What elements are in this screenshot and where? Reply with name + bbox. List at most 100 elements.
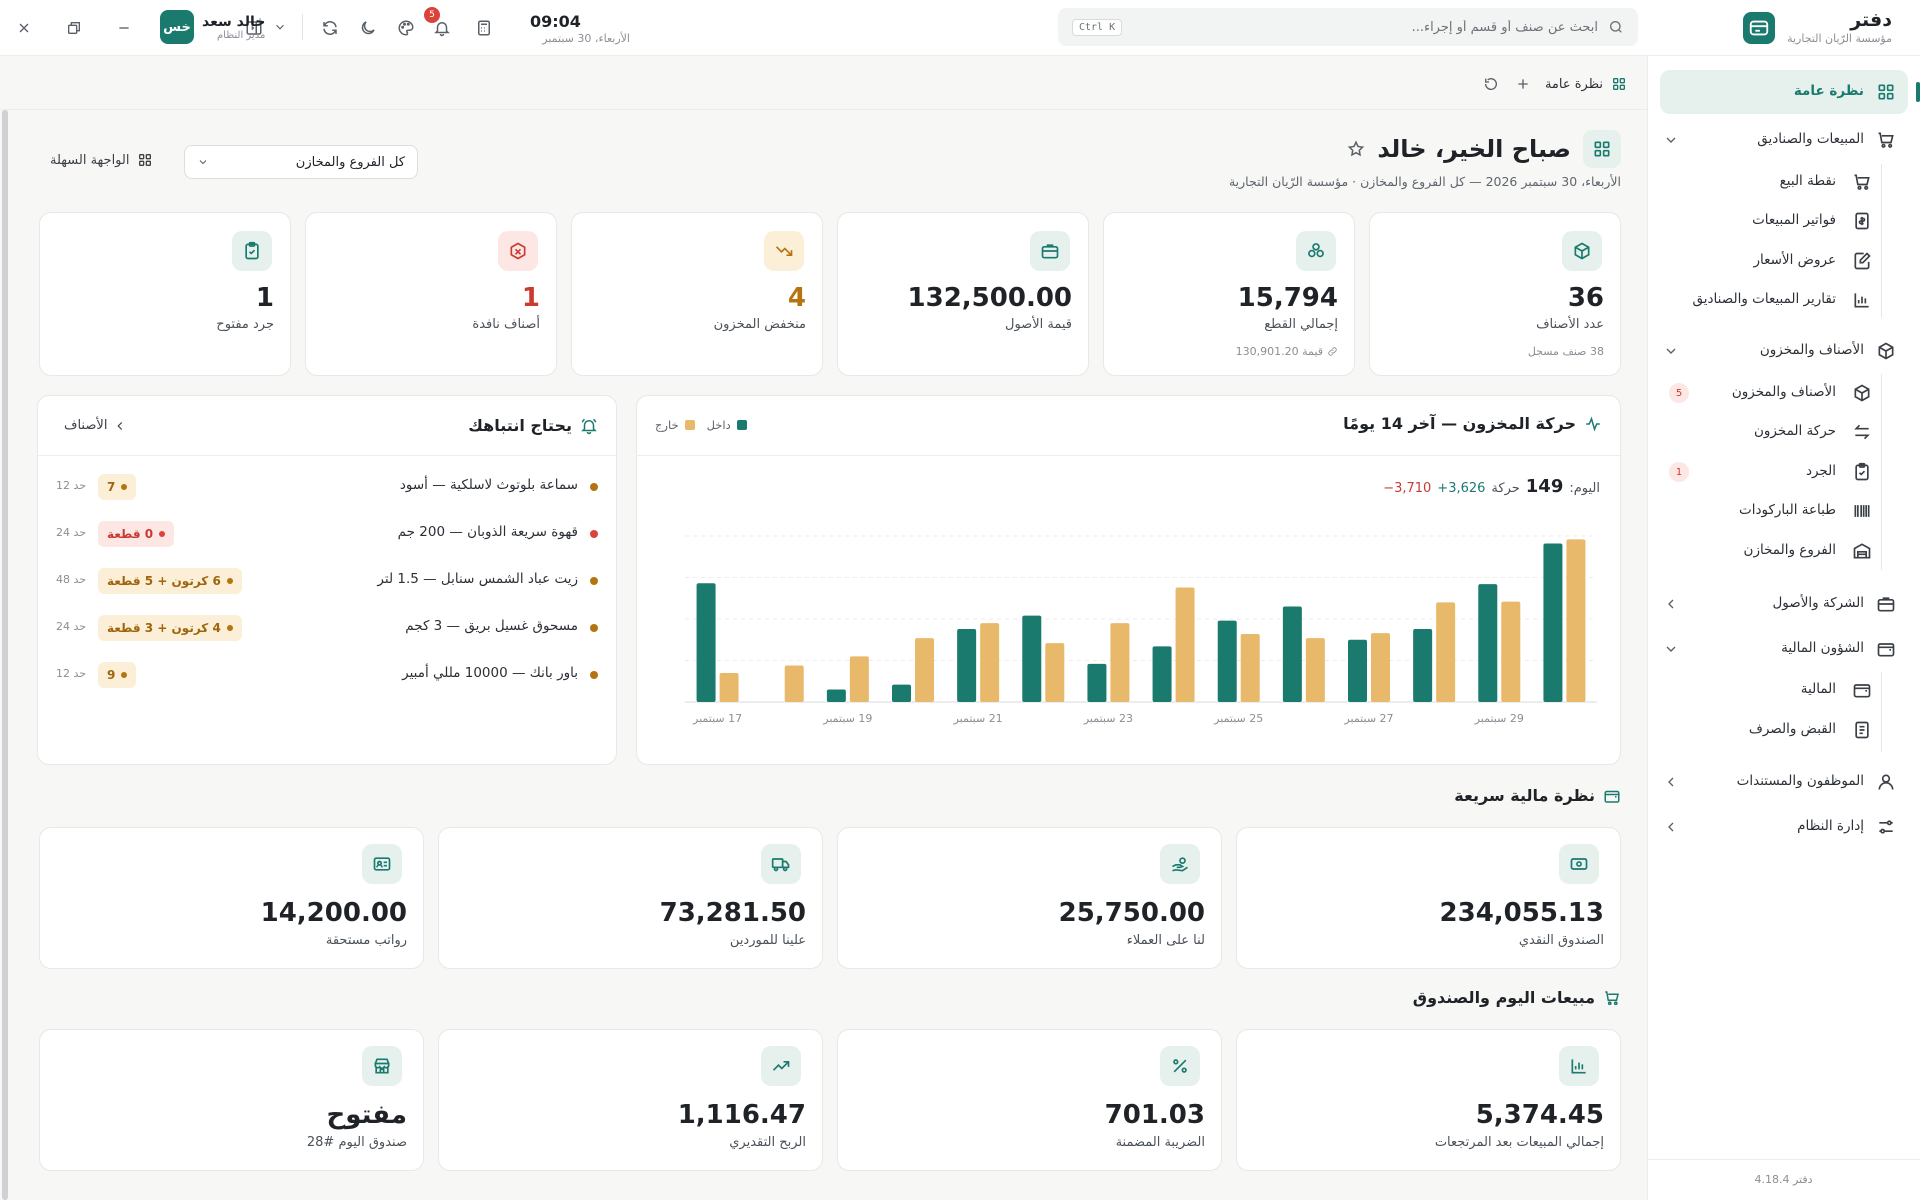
minimize-icon[interactable] — [108, 12, 140, 44]
sidebar-group-inventory[interactable]: الأصناف والمخزون — [1647, 333, 1920, 369]
sidebar-group-sales[interactable]: المبيعات والصناديق — [1647, 122, 1920, 158]
branch-select[interactable]: كل الفروع والمخازن — [184, 145, 418, 179]
sidebar-group-employees[interactable]: الموظفون والمستندات — [1647, 764, 1920, 800]
sidebar-item-label: الفروع والمخازن — [1743, 542, 1836, 558]
dark-mode-moon-icon[interactable] — [352, 12, 384, 44]
sidebar-item-label: حركة المخزون — [1753, 423, 1836, 439]
x-tick-label: 29 سبتمبر — [1474, 712, 1524, 725]
sidebar-item-quotes[interactable]: عروض الأسعار — [1647, 243, 1920, 279]
easy-ui-button[interactable]: الواجهة السهلة — [50, 152, 153, 168]
attention-item[interactable]: سماعة بلوتوث لاسلكية — أسود 7 حد 12 — [38, 464, 616, 510]
kpi-card-low-stock[interactable]: 4 منخفض المخزون — [571, 212, 823, 376]
palette-icon[interactable] — [390, 12, 422, 44]
attention-items-link[interactable]: الأصناف — [64, 418, 127, 433]
tab-overview[interactable]: نظرة عامة — [1537, 70, 1635, 98]
sales-card-net-sales[interactable]: 5,374.45 إجمالي المبيعات بعد المرتجعات — [1236, 1029, 1621, 1171]
sidebar-item-barcodes[interactable]: طباعة الباركودات — [1647, 493, 1920, 529]
finance-card-cash-box[interactable]: 234,055.13 الصندوق النقدي — [1236, 827, 1621, 969]
sidebar-item-branches[interactable]: الفروع والمخازن — [1647, 533, 1920, 569]
bar-in[interactable] — [957, 628, 977, 702]
briefcase-icon — [1877, 597, 1895, 612]
close-window-icon[interactable] — [8, 12, 40, 44]
sidebar-item-sales-invoices[interactable]: فواتير المبيعات — [1647, 203, 1920, 239]
sidebar-item-stocktake[interactable]: الجرد 1 — [1647, 454, 1920, 490]
bar-out[interactable] — [980, 623, 1000, 702]
calculator-icon[interactable] — [468, 12, 500, 44]
bar-in[interactable] — [1282, 606, 1302, 702]
sidebar-group-admin[interactable]: إدارة النظام — [1647, 809, 1920, 845]
sidebar-item-overview[interactable]: نظرة عامة — [1647, 74, 1920, 110]
sidebar-group-company-assets[interactable]: الشركة والأصول — [1647, 586, 1920, 622]
sidebar-item-stock-moves[interactable]: حركة المخزون — [1647, 414, 1920, 450]
star-icon[interactable] — [1347, 140, 1365, 158]
sidebar-item-pos[interactable]: نقطة البيع — [1647, 164, 1920, 200]
bar-out[interactable] — [915, 638, 934, 702]
attention-item[interactable]: قهوة سريعة الذوبان — 200 جم 0 قطعة حد 24 — [38, 511, 616, 557]
attention-item[interactable]: زيت عباد الشمس سنابل — 1.5 لتر 6 كرتون + … — [38, 558, 616, 604]
reload-icon[interactable] — [1475, 68, 1507, 100]
sidebar-item-items[interactable]: الأصناف والمخزون 5 — [1647, 375, 1920, 411]
sidebar-toggle-icon[interactable] — [238, 12, 270, 44]
sidebar-item-finance[interactable]: المالية — [1647, 672, 1920, 708]
bar-in[interactable] — [696, 583, 716, 702]
scrollbar-thumb[interactable] — [2, 110, 8, 1200]
bar-in[interactable] — [1217, 620, 1237, 702]
bar-in[interactable] — [1022, 615, 1042, 702]
attention-item[interactable]: باور بانك — 10000 مللي أمبير 9 حد 12 — [38, 652, 616, 698]
bar-in[interactable] — [1543, 543, 1563, 702]
bar-out[interactable] — [1240, 633, 1260, 702]
sales-card-profit[interactable]: 1,116.47 الربح التقديري — [438, 1029, 823, 1171]
sidebar-item-receipts[interactable]: القبض والصرف — [1647, 712, 1920, 748]
notifications-bell-icon[interactable]: 5 — [424, 7, 458, 44]
bar-in[interactable] — [1348, 639, 1367, 702]
bar-out[interactable] — [1305, 638, 1325, 702]
sales-card-cash-box-status[interactable]: مفتوح صندوق اليوم #28 — [39, 1029, 424, 1171]
finance-card-salaries[interactable]: 14,200.00 رواتب مستحقة — [39, 827, 424, 969]
attention-item-name: سماعة بلوتوث لاسلكية — أسود — [399, 477, 578, 493]
store-icon — [362, 1046, 402, 1086]
kpi-card-open-stocktake[interactable]: 1 جرد مفتوح — [39, 212, 291, 376]
trending-up-icon — [761, 1046, 801, 1086]
bar-out[interactable] — [849, 656, 869, 702]
restore-window-icon[interactable] — [58, 12, 90, 44]
brand[interactable]: دفتر مؤسسة الرّيان التجارية — [1743, 10, 1892, 45]
search-bar[interactable]: Ctrl K — [1058, 8, 1638, 46]
bar-out[interactable] — [1566, 539, 1586, 702]
user-menu[interactable]: خالد سعد مدير النظام خس — [160, 10, 287, 44]
bar-out[interactable] — [719, 672, 739, 702]
sidebar-item-sales-reports[interactable]: تقارير المبيعات والصناديق — [1647, 282, 1920, 318]
finance-card-receivables[interactable]: 25,750.00 لنا على العملاء — [837, 827, 1222, 969]
bar-out[interactable] — [1175, 587, 1195, 702]
finance-card-payables[interactable]: 73,281.50 علينا للموردين — [438, 827, 823, 969]
bar-out[interactable] — [1501, 601, 1521, 702]
stock-qty-badge: 0 قطعة — [98, 521, 175, 547]
attention-item[interactable]: مسحوق غسيل بريق — 3 كجم 4 كرتون + 3 قطعة ح… — [38, 605, 616, 651]
kpi-card-out-of-stock[interactable]: 1 أصناف نافدة — [305, 212, 557, 376]
sales-label: الضريبة المضمنة — [1115, 1135, 1205, 1150]
sidebar-tree-line — [1881, 672, 1882, 752]
sidebar-tree-line — [1881, 164, 1882, 318]
sync-refresh-icon[interactable] — [314, 12, 346, 44]
bar-out[interactable] — [1371, 633, 1390, 702]
bar-in[interactable] — [1152, 646, 1172, 702]
kpi-sub: 38 صنف مسجل — [1527, 345, 1604, 358]
kpi-card-items-count[interactable]: 36 عدد الأصناف 38 صنف مسجل — [1369, 212, 1621, 376]
boxes-icon — [1296, 231, 1336, 271]
bar-out[interactable] — [1110, 623, 1130, 702]
bar-in[interactable] — [1087, 663, 1107, 702]
sidebar-group-finance[interactable]: الشؤون المالية — [1647, 631, 1920, 667]
bar-out[interactable] — [1045, 643, 1065, 702]
search-input[interactable] — [1132, 19, 1598, 35]
bar-in[interactable] — [892, 684, 911, 702]
kpi-card-assets-value[interactable]: 132,500.00 قيمة الأصول — [837, 212, 1089, 376]
sales-today-section-title-row: مبيعات اليوم والصندوق — [1413, 988, 1621, 1007]
new-tab-plus-icon[interactable] — [1507, 68, 1539, 100]
bar-out[interactable] — [784, 665, 804, 702]
bar-out[interactable] — [1436, 602, 1456, 702]
bar-in[interactable] — [826, 689, 846, 702]
bar-in[interactable] — [1478, 584, 1498, 702]
sales-card-tax[interactable]: 701.03 الضريبة المضمنة — [837, 1029, 1222, 1171]
kpi-card-total-pieces[interactable]: 15,794 إجمالي القطع قيمة 130,901.20 — [1103, 212, 1355, 376]
bar-in[interactable] — [1413, 628, 1433, 702]
tab-bar: نظرة عامة — [0, 56, 1647, 110]
